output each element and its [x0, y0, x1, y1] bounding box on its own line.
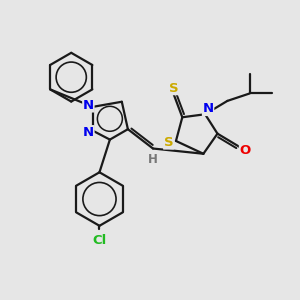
Text: S: S	[164, 136, 173, 149]
Text: S: S	[169, 82, 178, 94]
Text: Cl: Cl	[92, 234, 106, 247]
Text: O: O	[239, 144, 251, 157]
Text: H: H	[148, 153, 158, 166]
Text: N: N	[202, 102, 214, 116]
Text: N: N	[83, 99, 94, 112]
Text: N: N	[83, 126, 94, 139]
